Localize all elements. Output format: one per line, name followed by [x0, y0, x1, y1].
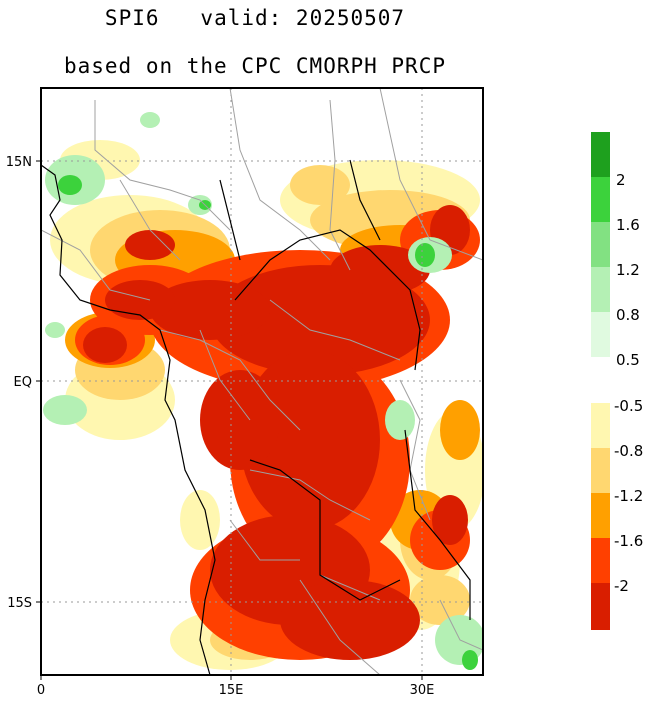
colorbar-label-0-5: 0.5	[616, 351, 640, 369]
x-tick-30e: 30E	[410, 683, 435, 698]
colorbar-label-2: 2	[616, 171, 626, 189]
colorbar-label-neg-0-5: -0.5	[614, 397, 643, 415]
colorbar-label-0-8: 0.8	[616, 306, 640, 324]
deep-red-areas	[83, 205, 470, 660]
colorbar-label-neg-2: -2	[614, 577, 629, 595]
map-subtitle: based on the CPC CMORPH PRCP	[63, 54, 446, 78]
graticule	[41, 88, 483, 675]
colorbar-label-1-6: 1.6	[616, 216, 640, 234]
colorbar-dry	[591, 403, 610, 630]
y-tick-eq: EQ	[14, 375, 32, 390]
map-title: SPI6 valid: 20250507	[104, 6, 406, 30]
coastlines	[41, 159, 471, 675]
colorbar-wet	[591, 132, 610, 357]
x-tick-0: 0	[37, 683, 45, 698]
axis-ticks	[36, 160, 423, 680]
y-tick-15s: 15S	[7, 596, 32, 611]
colorbar-label-neg-1-6: -1.6	[614, 532, 643, 550]
y-tick-15n: 15N	[6, 155, 32, 170]
x-tick-15e: 15E	[219, 683, 244, 698]
colorbar-label-neg-1-2: -1.2	[614, 487, 643, 505]
colorbar-label-1-2: 1.2	[616, 261, 640, 279]
colorbar-label-neg-0-8: -0.8	[614, 442, 643, 460]
anomaly-field	[41, 88, 483, 675]
